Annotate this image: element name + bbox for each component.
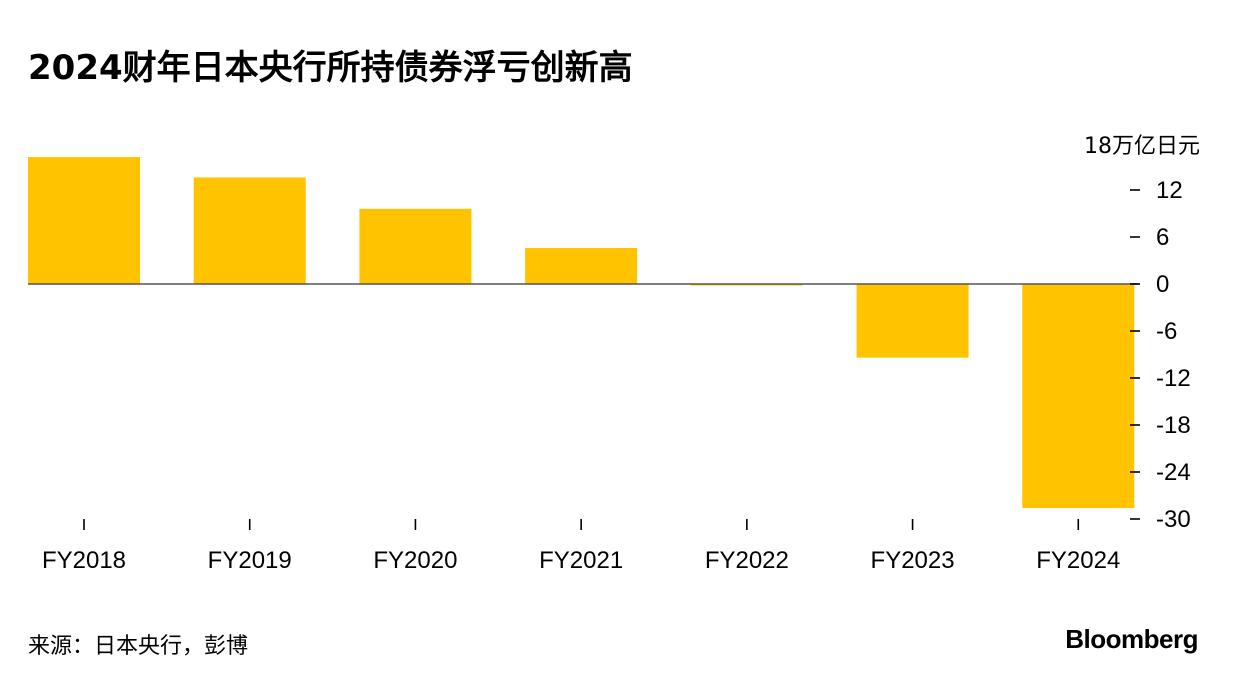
bar-fy2020 [359, 208, 472, 284]
x-tick-label: FY2018 [42, 547, 126, 574]
y-axis: 12 6 0 -6 -12 -18 -24 -30 18万亿日元 [1084, 134, 1200, 533]
bars-group [28, 157, 1135, 509]
chart-title: 2024财年日本央行所持债券浮亏创新高 [28, 48, 633, 88]
bar-fy2019 [193, 177, 306, 284]
x-tick-label: FY2019 [208, 547, 292, 574]
y-unit-label: 18万亿日元 [1084, 134, 1200, 159]
bar-fy2024 [1022, 284, 1135, 509]
y-tick-label: -30 [1156, 506, 1191, 533]
y-tick-label: 6 [1156, 224, 1169, 251]
y-tick-label: -18 [1156, 412, 1191, 439]
x-tick-label: FY2022 [705, 547, 789, 574]
y-tick-label: -6 [1156, 318, 1177, 345]
y-tick-label: -24 [1156, 459, 1191, 486]
bar-fy2021 [525, 247, 638, 284]
bloomberg-logo: Bloomberg [1065, 624, 1198, 654]
y-tick-label: 12 [1156, 177, 1183, 204]
x-axis: FY2018 FY2019 FY2020 FY2021 FY2022 FY2023 FY20… [42, 519, 1120, 574]
bar-fy2023 [856, 284, 969, 358]
source-note: 来源：日本央行，彭博 [28, 634, 249, 659]
x-tick-label: FY2024 [1036, 547, 1120, 574]
x-tick-label: FY2020 [373, 547, 457, 574]
y-tick-label: -12 [1156, 365, 1191, 392]
bar-fy2018 [28, 157, 140, 284]
x-tick-label: FY2023 [871, 547, 955, 574]
x-tick-label: FY2021 [539, 547, 623, 574]
y-tick-label: 0 [1156, 271, 1169, 298]
